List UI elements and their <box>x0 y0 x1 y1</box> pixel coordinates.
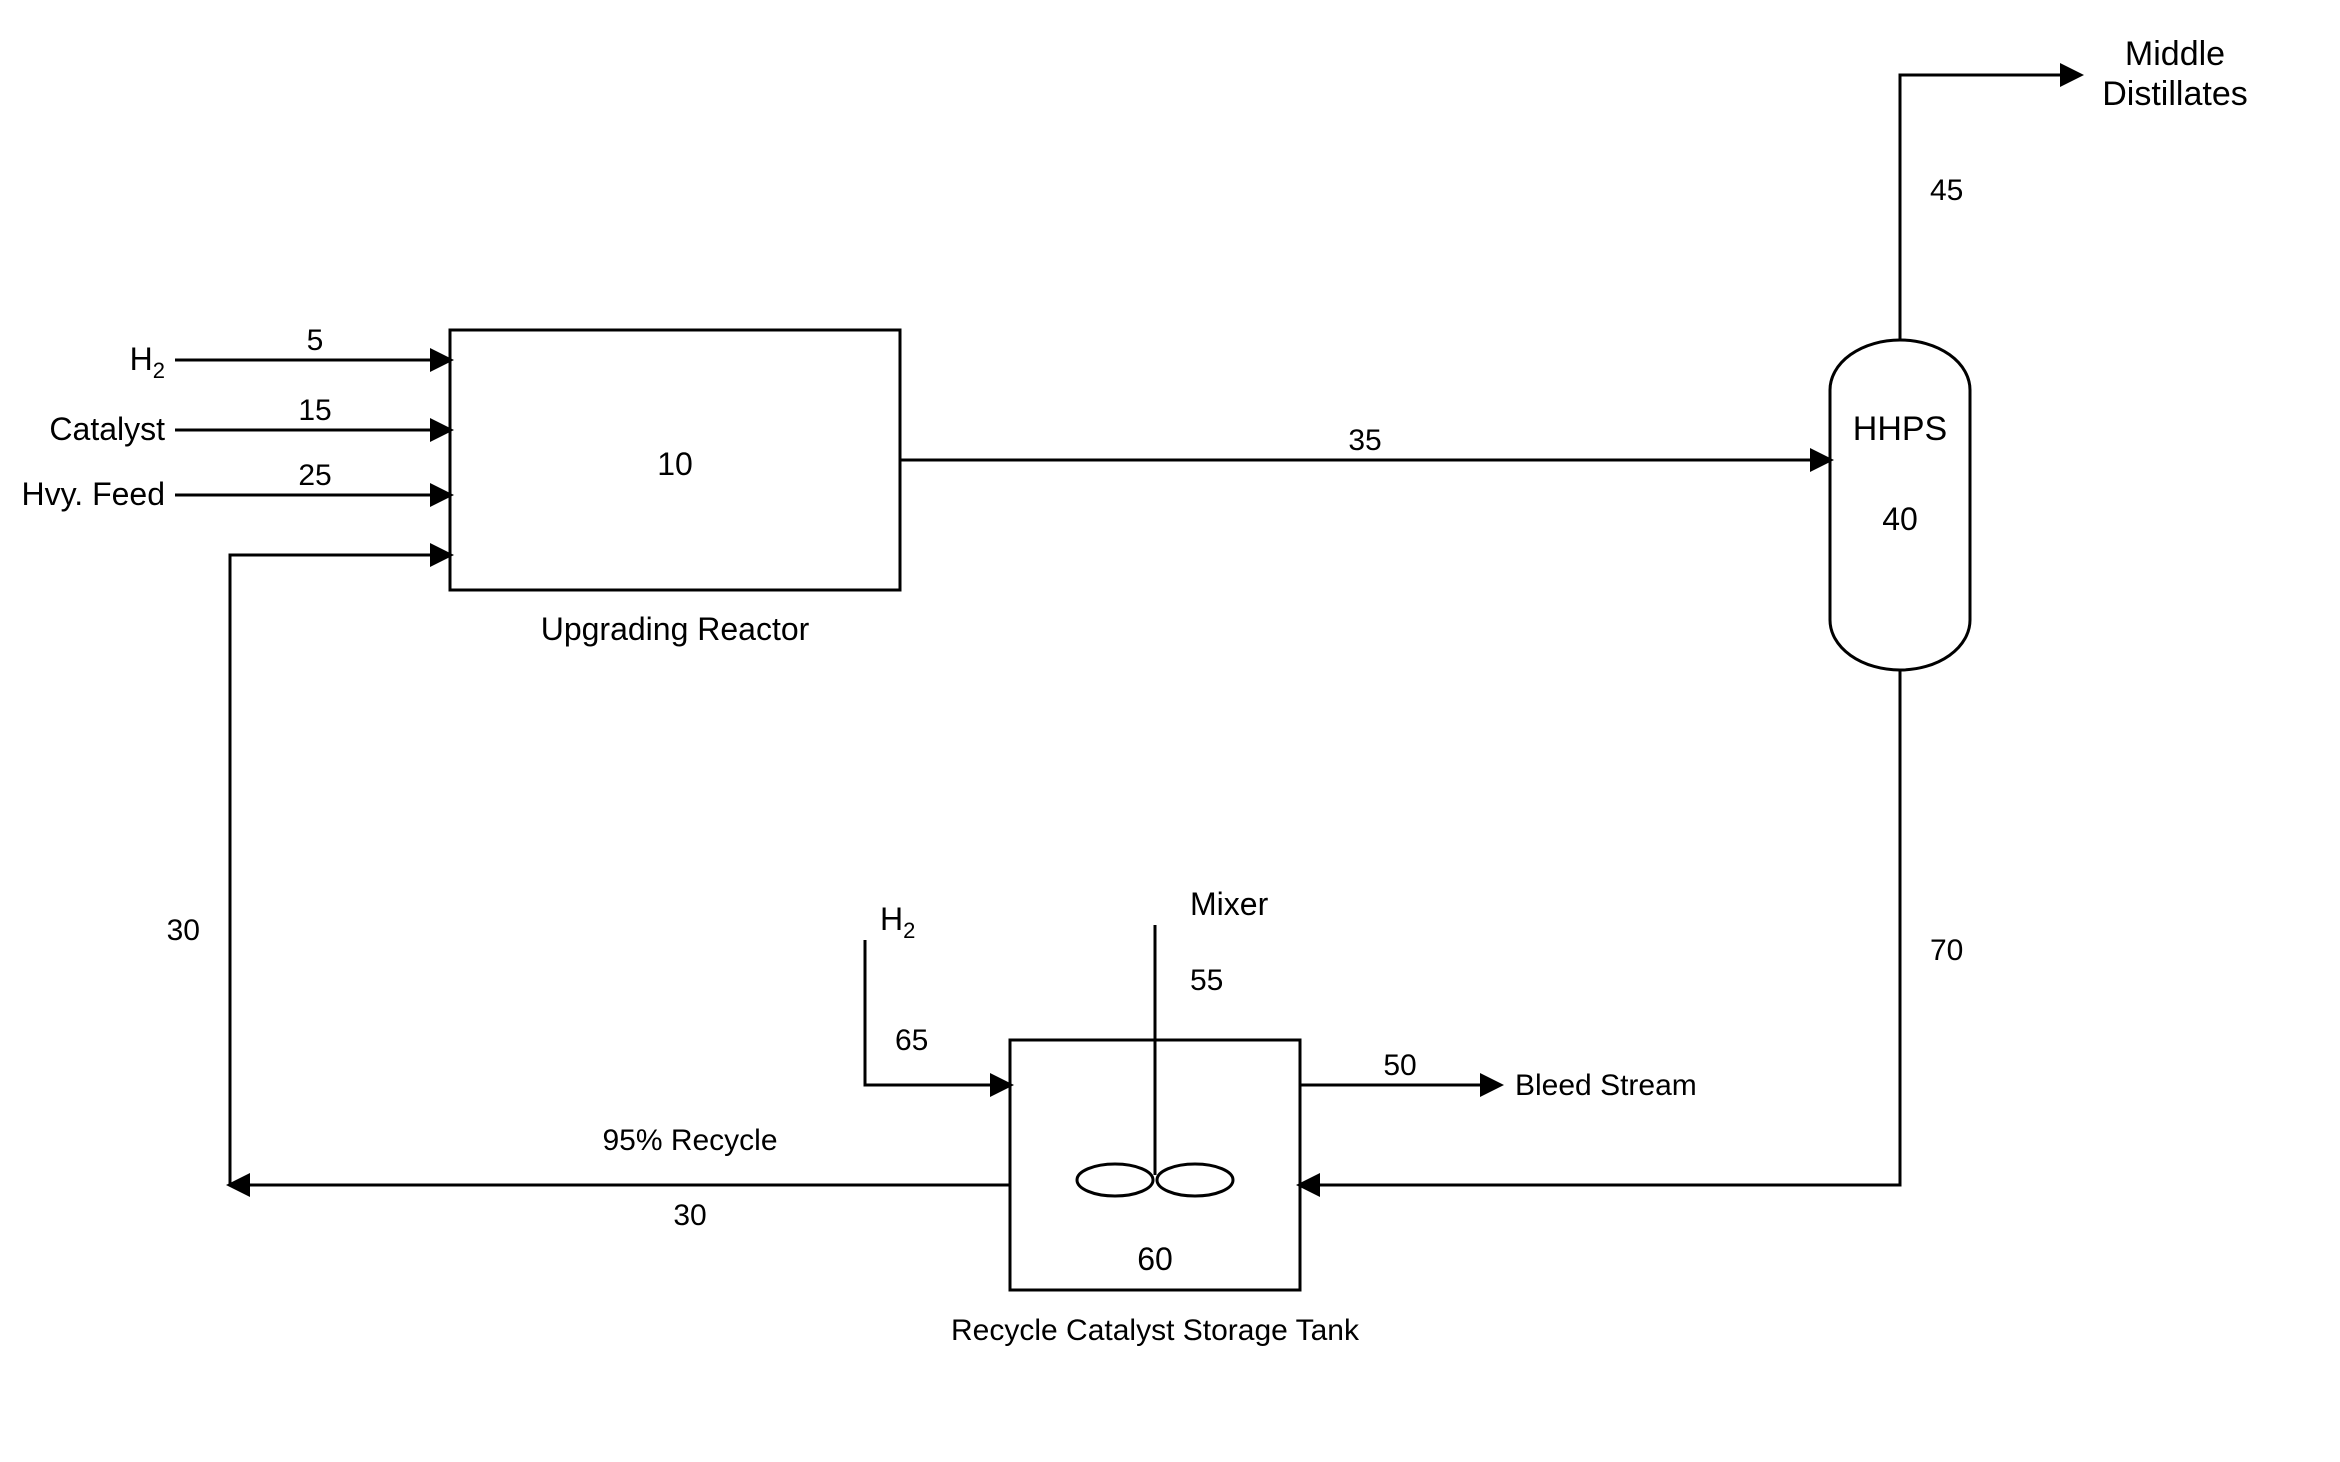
stream-5: 5 <box>307 324 324 357</box>
distillates-line2: Distillates <box>2102 75 2247 113</box>
stream-25: 25 <box>298 459 331 492</box>
catalyst-label: Catalyst <box>49 411 165 447</box>
h2-sub: 2 <box>153 358 165 383</box>
tank-id: 60 <box>1137 1241 1173 1277</box>
h2-tank-sub: 2 <box>903 918 915 943</box>
stream-35-label: 35 <box>1348 424 1381 457</box>
stream-30-label: 30 <box>673 1199 706 1232</box>
distillates-line1: Middle <box>2125 35 2225 73</box>
bleed-label: Bleed Stream <box>1515 1069 1697 1102</box>
hhps-id: 40 <box>1882 501 1918 537</box>
stream-30-vert-label: 30 <box>167 914 200 947</box>
stream-70-label: 70 <box>1930 934 1963 967</box>
hhps-label: HHPS <box>1853 410 1947 448</box>
stream-70 <box>1300 670 1900 1185</box>
reactor-id: 10 <box>657 446 693 482</box>
recycle-note: 95% Recycle <box>602 1124 777 1157</box>
recycle-tank: 60 Recycle Catalyst Storage Tank <box>951 1040 1360 1347</box>
h2-tank-label: H2 <box>880 901 915 943</box>
stream-15: 15 <box>298 394 331 427</box>
mixer-label: Mixer <box>1190 886 1269 922</box>
reactor-caption: Upgrading Reactor <box>541 611 810 647</box>
stream-65 <box>865 940 1010 1085</box>
hhps-vessel: HHPS 40 <box>1830 340 1970 670</box>
stream-45 <box>1900 75 2080 340</box>
tank-caption: Recycle Catalyst Storage Tank <box>951 1314 1360 1347</box>
stream-50-label: 50 <box>1383 1049 1416 1082</box>
stream-65-label: 65 <box>895 1024 928 1057</box>
feed-label: Hvy. Feed <box>22 476 165 512</box>
stream-45-label: 45 <box>1930 174 1963 207</box>
process-flow-diagram: 10 Upgrading Reactor HHPS 40 60 Recycle … <box>0 0 2340 1462</box>
h2-label: H2 <box>130 341 165 383</box>
stream-recycle-to-reactor <box>230 555 450 1185</box>
stream-55: 55 <box>1190 964 1223 997</box>
